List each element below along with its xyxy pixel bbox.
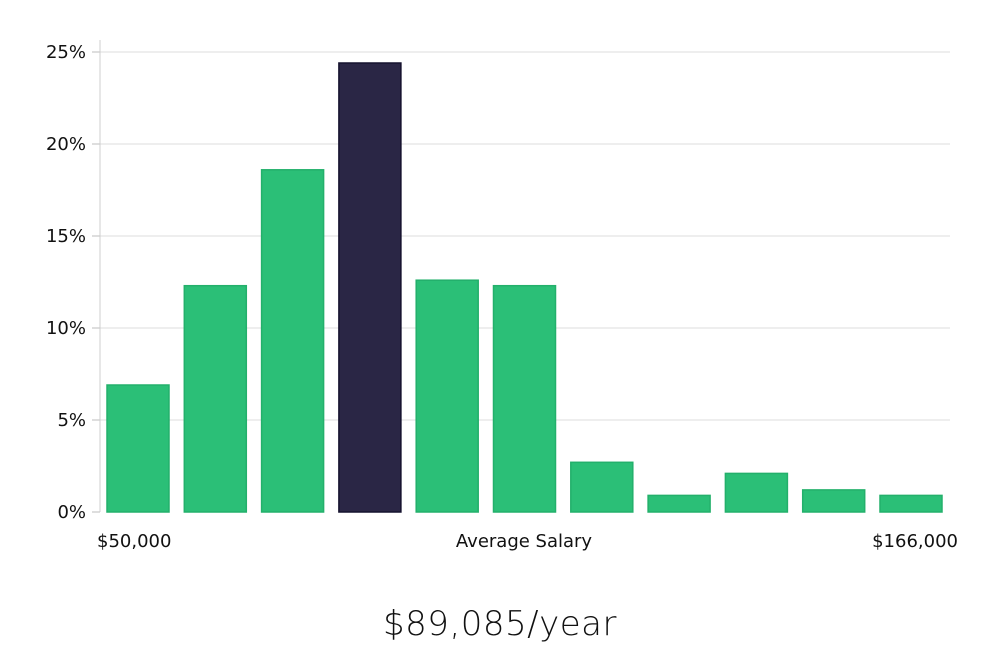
y-tick-label: 15% [46, 226, 86, 247]
bar [647, 494, 711, 513]
bar [724, 472, 789, 513]
bars [106, 62, 943, 513]
bar [492, 284, 557, 513]
x-max-label: $166,000 [872, 531, 958, 552]
y-tick-label: 25% [46, 42, 86, 63]
average-salary-value: $89,085/year [383, 604, 617, 644]
bar [183, 284, 248, 513]
y-axis-ticks: 0% 5% 10% 15% 20% 25% [46, 42, 100, 523]
y-tick-label: 10% [46, 318, 86, 339]
y-tick-label: 0% [57, 502, 86, 523]
bar [801, 489, 866, 513]
bar-highlighted [338, 62, 402, 513]
salary-histogram: 0%5%10%15%20%25% $50,000 Average Salary … [46, 40, 958, 552]
bar [570, 461, 634, 513]
bar [106, 384, 170, 513]
y-tick-label: 5% [57, 410, 86, 431]
bar [260, 169, 325, 513]
bar [415, 279, 479, 513]
y-tick-label: 20% [46, 134, 86, 155]
bar [879, 494, 943, 513]
x-min-label: $50,000 [97, 531, 171, 552]
x-axis-title: Average Salary [456, 531, 593, 552]
